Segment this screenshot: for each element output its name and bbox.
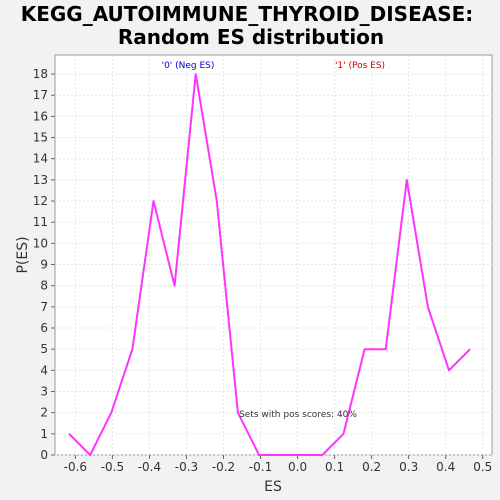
- x-tick-label: 0.3: [399, 460, 418, 474]
- y-axis-label: P(ES): [15, 236, 31, 273]
- y-tick-label: 6: [40, 321, 48, 335]
- y-tick-label: 2: [40, 406, 48, 420]
- y-tick-label: 9: [40, 258, 48, 272]
- neg-es-label: '0' (Neg ES): [162, 61, 215, 71]
- y-tick-label: 18: [33, 67, 48, 81]
- x-tick-label: 0.5: [473, 460, 492, 474]
- y-tick-label: 8: [40, 279, 48, 293]
- y-tick-label: 0: [40, 448, 48, 462]
- y-tick-label: 16: [33, 109, 48, 123]
- plot-area: [54, 54, 493, 456]
- y-tick-label: 10: [33, 236, 48, 250]
- y-tick-label: 11: [33, 215, 48, 229]
- y-tick-label: 14: [33, 152, 48, 166]
- y-tick-label: 5: [40, 342, 48, 356]
- x-tick-label: -0.6: [64, 460, 87, 474]
- grid-lines: [55, 55, 492, 456]
- chart-title-line2: Random ES distribution: [118, 25, 384, 49]
- y-tick-label: 13: [33, 173, 48, 187]
- series-layer: [68, 73, 471, 456]
- y-tick-label: 7: [40, 300, 48, 314]
- x-tick-label: -0.2: [212, 460, 235, 474]
- pos-scores-annotation: Sets with pos scores: 40%: [239, 410, 357, 420]
- x-tick-label: 0.2: [362, 460, 381, 474]
- x-tick-label: 0.1: [325, 460, 344, 474]
- x-tick-label: 0.4: [436, 460, 455, 474]
- series-line: [68, 73, 471, 456]
- pos-es-label: '1' (Pos ES): [335, 61, 385, 71]
- y-tick-label: 15: [33, 131, 48, 145]
- x-axis-ticks: -0.6 -0.5 -0.4 -0.3 -0.2 -0.1 0.0 0.1 0.2 0.3 0.4 0…: [64, 455, 492, 474]
- y-tick-label: 12: [33, 194, 48, 208]
- x-tick-label: -0.3: [175, 460, 198, 474]
- y-tick-label: 1: [40, 427, 48, 441]
- x-tick-label: -0.4: [138, 460, 161, 474]
- x-tick-label: 0.0: [288, 460, 307, 474]
- x-tick-label: -0.5: [101, 460, 124, 474]
- y-tick-label: 4: [40, 363, 48, 377]
- x-axis-label: ES: [264, 479, 282, 495]
- y-tick-label: 17: [33, 88, 48, 102]
- x-tick-label: -0.1: [249, 460, 272, 474]
- chart-title-line1: KEGG_AUTOIMMUNE_THYROID_DISEASE:: [21, 2, 474, 26]
- y-tick-label: 3: [40, 385, 48, 399]
